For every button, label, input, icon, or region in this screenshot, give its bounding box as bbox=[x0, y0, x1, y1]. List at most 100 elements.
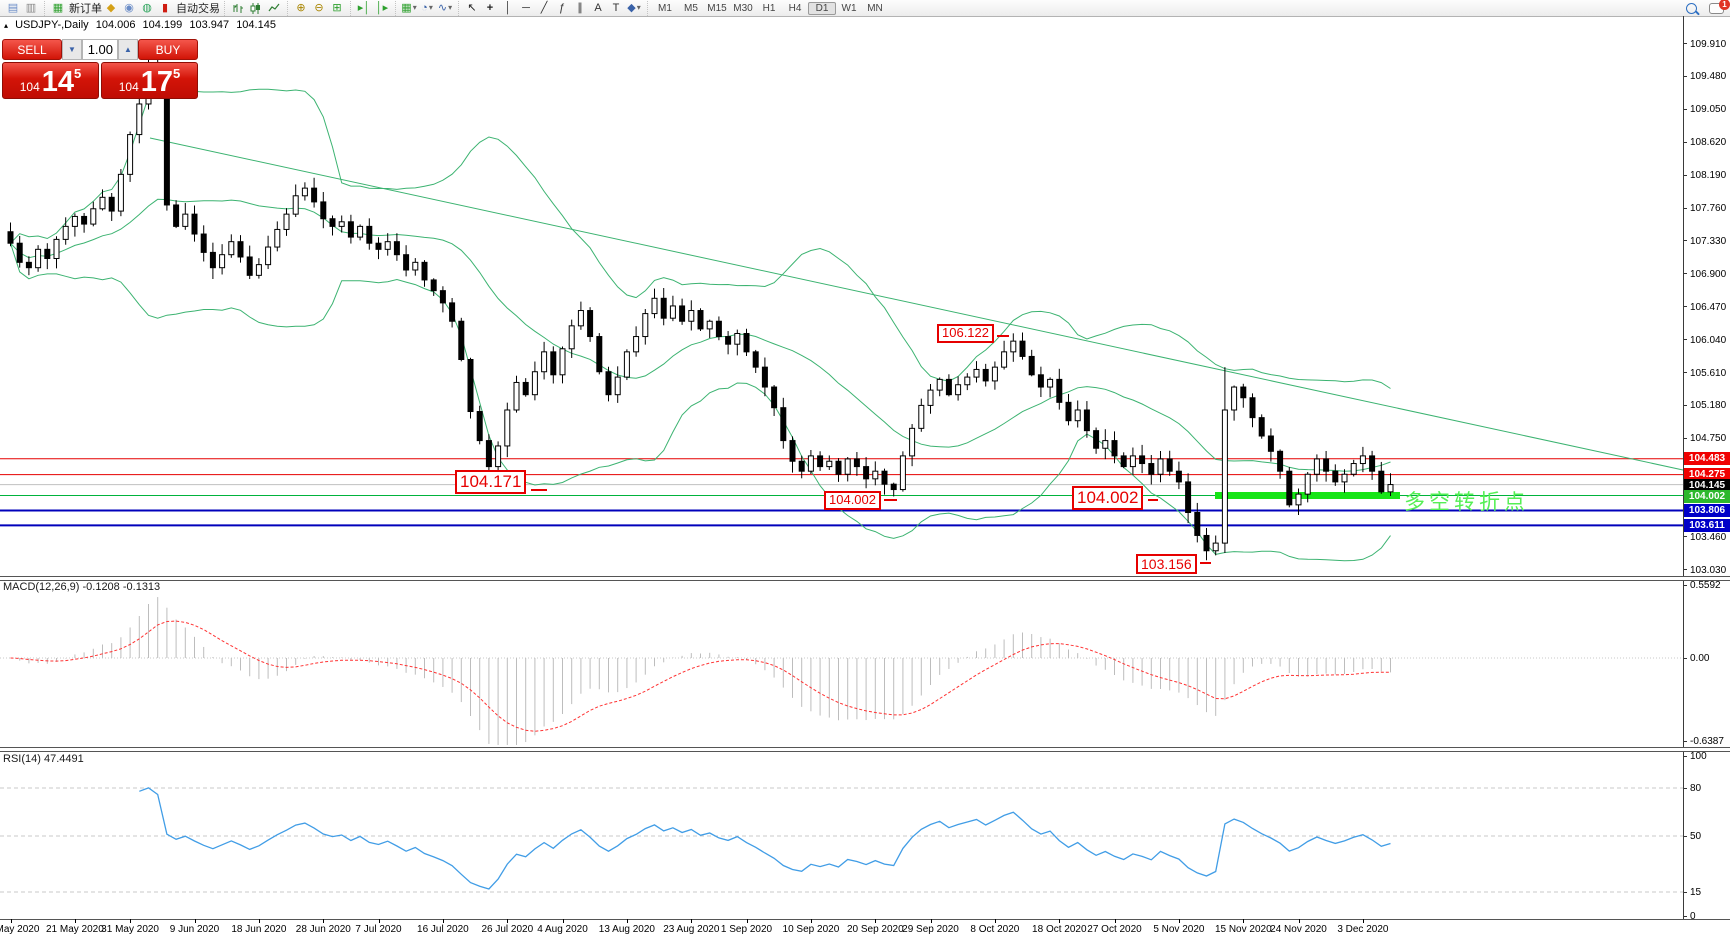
date-tick-mark bbox=[1178, 919, 1180, 923]
date-label: 5 Nov 2020 bbox=[1153, 924, 1205, 935]
paint-bucket-icon[interactable]: ◆ bbox=[106, 2, 116, 14]
cn-turning-point-note[interactable]: 多空转折点 bbox=[1404, 491, 1529, 514]
date-tick-mark bbox=[378, 919, 380, 923]
price-annotation-104.002[interactable]: 104.002 bbox=[824, 491, 881, 510]
rsi-axis-label: 0 bbox=[1690, 911, 1696, 922]
main-toolbar: ▤ ▥ ▦ 新订单 ◆ ◉ ◍ ▮ 自动交易 ⊕ ⊖ ⊞ bbox=[0, 0, 1730, 17]
macd-panel-separator[interactable] bbox=[0, 576, 1730, 581]
zoom-in-icon[interactable]: ⊕ bbox=[296, 2, 306, 14]
crosshair-icon[interactable]: + bbox=[486, 2, 494, 14]
price-annotation-106.122[interactable]: 106.122 bbox=[937, 324, 994, 343]
sell-button[interactable]: SELL bbox=[2, 39, 62, 60]
price-badge-104.275: 104.275 bbox=[1684, 468, 1730, 481]
candles-layer bbox=[7, 48, 1394, 561]
timeframe-m30[interactable]: M30 bbox=[733, 2, 753, 14]
toolbar-right: 1 bbox=[1686, 0, 1730, 14]
channel-icon[interactable]: ∥ bbox=[577, 2, 583, 14]
auto-trading-icon[interactable]: ▮ bbox=[161, 2, 169, 14]
auto-scroll-icon[interactable]: ▸│ bbox=[357, 2, 371, 14]
horizontal-line-icon[interactable]: ─ bbox=[522, 2, 530, 14]
price-tick-label: 109.910 bbox=[1690, 38, 1727, 50]
shapes-icon[interactable]: ◆ ▾ bbox=[627, 2, 641, 14]
price-tick-label: 104.750 bbox=[1690, 433, 1727, 445]
bid-big: 14 bbox=[41, 66, 75, 98]
volume-input[interactable]: 1.00 bbox=[82, 39, 118, 60]
rsi-panel-separator[interactable] bbox=[0, 747, 1730, 752]
price-tick-label: 107.330 bbox=[1690, 235, 1727, 247]
volume-down-stepper[interactable]: ▼ bbox=[62, 39, 82, 60]
price-annotation-104.002[interactable]: 104.002 bbox=[1072, 486, 1144, 510]
timeframe-m15[interactable]: M15 bbox=[707, 2, 727, 14]
date-tick-mark bbox=[1298, 919, 1300, 923]
timeframe-d1[interactable]: D1 bbox=[808, 1, 836, 15]
one-click-trade-panel: SELL ▼ 1.00 ▲ BUY 104 14 5 104 17 5 bbox=[2, 39, 198, 99]
bid-sup: 5 bbox=[74, 66, 82, 81]
macd-value-signal: -0.1313 bbox=[122, 581, 161, 593]
price-tick-mark bbox=[1683, 273, 1687, 275]
community-icon[interactable]: ◍ bbox=[142, 2, 152, 14]
text-label-icon[interactable]: T bbox=[612, 2, 620, 14]
price-tick-mark bbox=[1683, 207, 1687, 209]
date-label: 27 Oct 2020 bbox=[1087, 924, 1142, 935]
tile-windows-icon[interactable]: ⊞ bbox=[332, 2, 342, 14]
ask-sup: 5 bbox=[173, 66, 181, 81]
timeframe-w1[interactable]: W1 bbox=[841, 2, 857, 14]
descending-trendline[interactable] bbox=[149, 137, 1684, 471]
date-label: 29 Sep 2020 bbox=[902, 924, 959, 935]
bar-chart-icon[interactable] bbox=[230, 1, 246, 15]
date-label: 13 Aug 2020 bbox=[598, 924, 655, 935]
timeframe-h4[interactable]: H4 bbox=[788, 2, 802, 14]
price-tick-mark bbox=[1683, 372, 1687, 373]
toolbar-group-chart-type bbox=[224, 0, 287, 16]
price-annotation-104.171[interactable]: 104.171 bbox=[455, 470, 527, 494]
rsi-axis-label: 100 bbox=[1690, 751, 1707, 762]
profile-icon[interactable]: ◉ bbox=[124, 2, 134, 14]
macd-tick-mark bbox=[1683, 741, 1687, 742]
price-tick-mark bbox=[1683, 240, 1687, 242]
buy-button[interactable]: BUY bbox=[138, 39, 198, 60]
new-order-icon[interactable]: ▦ bbox=[52, 2, 64, 14]
chart-profile-icon[interactable]: ▥ bbox=[25, 2, 37, 14]
new-order-button[interactable]: 新订单 bbox=[69, 3, 102, 15]
macd-axis-label: 0.5592 bbox=[1690, 580, 1721, 591]
timeframe-mn[interactable]: MN bbox=[867, 2, 883, 14]
candlestick-icon[interactable] bbox=[248, 1, 264, 15]
vertical-line-icon[interactable]: │ bbox=[504, 2, 512, 14]
bid-quote-box[interactable]: 104 14 5 bbox=[2, 62, 99, 99]
indicators-icon[interactable]: ∿ ▾ bbox=[437, 2, 453, 14]
new-chart-icon[interactable]: ▤ bbox=[7, 2, 19, 14]
timeframe-m1[interactable]: M1 bbox=[658, 2, 672, 14]
text-icon[interactable]: A bbox=[594, 2, 602, 14]
cursor-icon[interactable]: ↖ bbox=[467, 2, 477, 14]
rsi-value: 47.4491 bbox=[43, 753, 84, 765]
ask-quote-box[interactable]: 104 17 5 bbox=[101, 62, 198, 99]
rsi-layer bbox=[0, 787, 1683, 893]
auto-trading-button[interactable]: 自动交易 bbox=[176, 3, 220, 15]
date-tick-mark bbox=[194, 919, 196, 923]
line-chart-icon[interactable] bbox=[266, 1, 282, 15]
price-tick-mark bbox=[1683, 569, 1687, 571]
price-badge-104.145: 104.145 bbox=[1684, 479, 1730, 492]
trendline-icon[interactable]: ╱ bbox=[540, 2, 548, 14]
ohlc-close: 104.145 bbox=[236, 19, 276, 31]
date-label: 4 Aug 2020 bbox=[537, 924, 588, 935]
macd-layer bbox=[0, 597, 1683, 745]
volume-up-stepper[interactable]: ▲ bbox=[118, 39, 138, 60]
date-axis bbox=[0, 919, 1730, 939]
chat-icon[interactable]: 1 bbox=[1709, 0, 1730, 14]
timeframe-m5[interactable]: M5 bbox=[684, 2, 698, 14]
search-icon[interactable] bbox=[1686, 2, 1697, 14]
price-annotation-103.156[interactable]: 103.156 bbox=[1136, 554, 1197, 575]
period-clock-icon[interactable]: ◔ ▾ bbox=[421, 2, 433, 14]
zoom-out-icon[interactable]: ⊖ bbox=[314, 2, 324, 14]
timeframe-h1[interactable]: H1 bbox=[762, 2, 776, 14]
price-tick-mark bbox=[1683, 437, 1687, 439]
date-label: 20 Sep 2020 bbox=[846, 924, 904, 935]
fibonacci-icon[interactable]: ƒ bbox=[558, 2, 566, 14]
chart-shift-icon[interactable]: │▸ bbox=[375, 2, 389, 14]
rsi-label: RSI(14) 47.4491 bbox=[3, 753, 84, 765]
date-tick-mark bbox=[1243, 919, 1245, 923]
price-tick-label: 105.180 bbox=[1690, 400, 1727, 412]
new-window-icon[interactable]: ▦ ▾ bbox=[401, 2, 417, 14]
